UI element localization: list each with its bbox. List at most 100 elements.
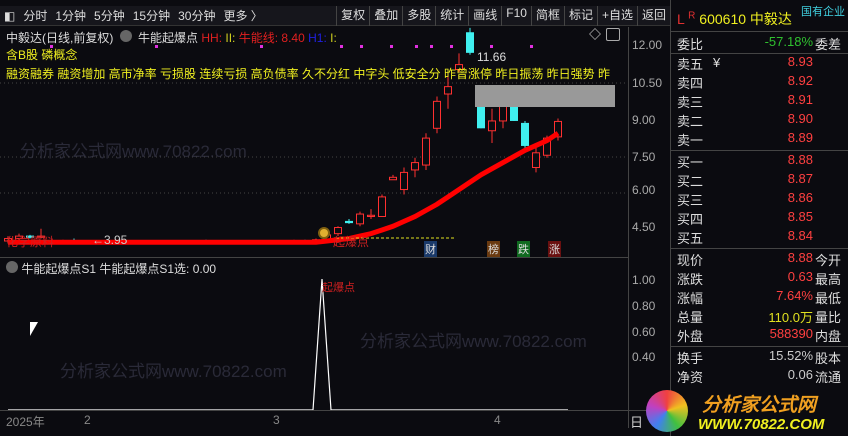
quote-row: 卖二 8.90	[671, 111, 848, 130]
signal-dot	[530, 45, 533, 48]
indicator-name[interactable]: 牛能起爆点	[138, 31, 199, 45]
candle-up	[411, 162, 419, 171]
divider	[336, 5, 338, 26]
price-tick: 12.00	[632, 38, 663, 52]
row-right-label: 流通	[815, 370, 842, 385]
sub-indicator-name[interactable]: 牛能起爆点S1	[21, 262, 97, 276]
period-tab[interactable]: 30分钟	[178, 9, 216, 23]
row-right-label: 量比	[815, 310, 842, 325]
stock-code: 600610	[699, 11, 747, 27]
quote-row: 净资 0.06 流通	[671, 367, 848, 386]
quote-row: 卖五 8.93	[671, 54, 848, 73]
row-label: 卖三	[677, 95, 704, 110]
panel-toggle-icon[interactable]: ◧	[4, 8, 16, 23]
event-badge[interactable]: 跌	[517, 241, 530, 257]
candle-up	[334, 227, 342, 235]
row-label: 买三	[677, 193, 704, 208]
logo-text: 分析家公式网	[702, 395, 817, 416]
row-right-label: 最高	[815, 272, 842, 287]
toolbar-button[interactable]: 统计	[440, 7, 465, 22]
toolbar-button[interactable]: +自选	[601, 7, 633, 22]
h1-label: H1:	[308, 31, 327, 45]
row-value: 8.84	[787, 228, 813, 243]
divider	[501, 5, 503, 26]
sub-menu-icon[interactable]	[6, 261, 18, 273]
toolbar-button[interactable]: 返回	[641, 7, 666, 22]
candle-up	[488, 120, 496, 132]
sub-tick: 0.40	[632, 350, 656, 364]
candle-up	[15, 235, 23, 240]
window-toggle-icon[interactable]	[606, 28, 620, 41]
period-corner-button[interactable]: 日	[630, 415, 644, 430]
row-label: 现价	[677, 253, 704, 268]
candle-down	[466, 32, 474, 53]
row-label: 卖四	[677, 76, 704, 91]
indicator-menu-icon[interactable]	[119, 30, 132, 42]
row-value: 8.85	[787, 209, 813, 224]
sub-tick: 1.00	[632, 273, 656, 287]
watermark: 分析家公式网www.70822.com	[360, 332, 587, 351]
signal-dot	[415, 45, 418, 48]
row-label: 买二	[677, 174, 704, 189]
quote-row: 卖四 8.92	[671, 73, 848, 92]
industry-label: 化学原料	[6, 235, 55, 249]
i-label: I:	[330, 31, 337, 45]
divider	[468, 5, 470, 26]
period-tab[interactable]: 15分钟	[132, 9, 171, 23]
row-label: 卖二	[677, 114, 704, 129]
signal-label: 起爆点	[333, 235, 370, 249]
toolbar-button[interactable]: 画线	[473, 7, 498, 22]
row-label: 涨幅	[677, 291, 704, 306]
signal-dot	[450, 45, 453, 48]
feature-tags: 融资融券 融资增加 高市净率 亏损股 连续亏损 高负债率 久不分红 中字头 低安…	[6, 67, 611, 81]
divider	[563, 5, 565, 26]
divider	[636, 5, 638, 26]
candle-down	[510, 105, 518, 121]
quote-row: 买五 8.84	[671, 228, 848, 247]
sub-indicator-value: 牛能起爆点S1选: 0.00	[99, 262, 217, 276]
event-badge[interactable]: 财	[424, 241, 437, 257]
period-tab[interactable]: 5分钟	[94, 9, 125, 23]
toolbar-button[interactable]: 多股	[407, 7, 432, 22]
quote-row: 买三 8.86	[671, 190, 848, 209]
row-value: 110.0万	[768, 310, 813, 325]
row-label: 涨跌	[677, 272, 704, 287]
event-badge[interactable]: 涨	[548, 241, 561, 257]
row-value: 8.92	[787, 73, 813, 88]
row-label: 换手	[677, 351, 704, 366]
concept-tags: 含B股 磷概念	[6, 48, 78, 62]
flag-l: L	[677, 11, 685, 27]
toolbar-button[interactable]: F10	[506, 5, 527, 20]
period-tab[interactable]: 1分钟	[55, 9, 87, 23]
ii-label: II:	[225, 31, 236, 45]
row-value: 588390	[769, 326, 813, 341]
flag-r: R	[688, 10, 696, 22]
event-badge[interactable]: 榜	[487, 241, 500, 257]
toolbar-button[interactable]: 标记	[568, 7, 593, 22]
quote-row: 涨跌 0.63 最高	[671, 269, 848, 288]
row-right-label: 内盘	[815, 329, 842, 344]
niu-line-value: 牛能线: 8.40	[238, 31, 305, 45]
weicha-label: 委差	[815, 37, 842, 52]
s1-line	[8, 278, 568, 411]
candle-up	[532, 152, 540, 169]
high-price-label: 11.66	[477, 50, 507, 64]
site-logo: 分析家公式网 WWW.70822.COM	[640, 388, 840, 436]
toolbar-button[interactable]: 简框	[535, 7, 560, 22]
watermark: 分析家公式网www.70822.com	[20, 142, 247, 161]
toolbar-button[interactable]: 叠加	[374, 7, 399, 22]
period-tab[interactable]: 更多 〉	[223, 9, 263, 23]
toolbar-button[interactable]: 复权	[341, 7, 366, 22]
watermark: 分析家公式网www.70822.com	[60, 362, 287, 381]
chart-area[interactable]: 分析家公式网www.70822.com 分析家公式网www.70822.com 分析…	[0, 27, 628, 411]
chart-title: 中毅达(日线,前复权)	[6, 31, 114, 45]
signal-dot	[430, 45, 433, 48]
ownership-tag[interactable]: 国有企业	[801, 6, 845, 18]
date-axis: 2025年 2 3 4 日	[0, 410, 670, 430]
row-value: 8.88	[787, 152, 813, 167]
candle-up	[37, 235, 45, 238]
divider	[369, 5, 371, 26]
divider	[596, 5, 598, 26]
period-tab[interactable]: 分时	[23, 9, 48, 23]
price-tick: 9.00	[632, 113, 656, 127]
